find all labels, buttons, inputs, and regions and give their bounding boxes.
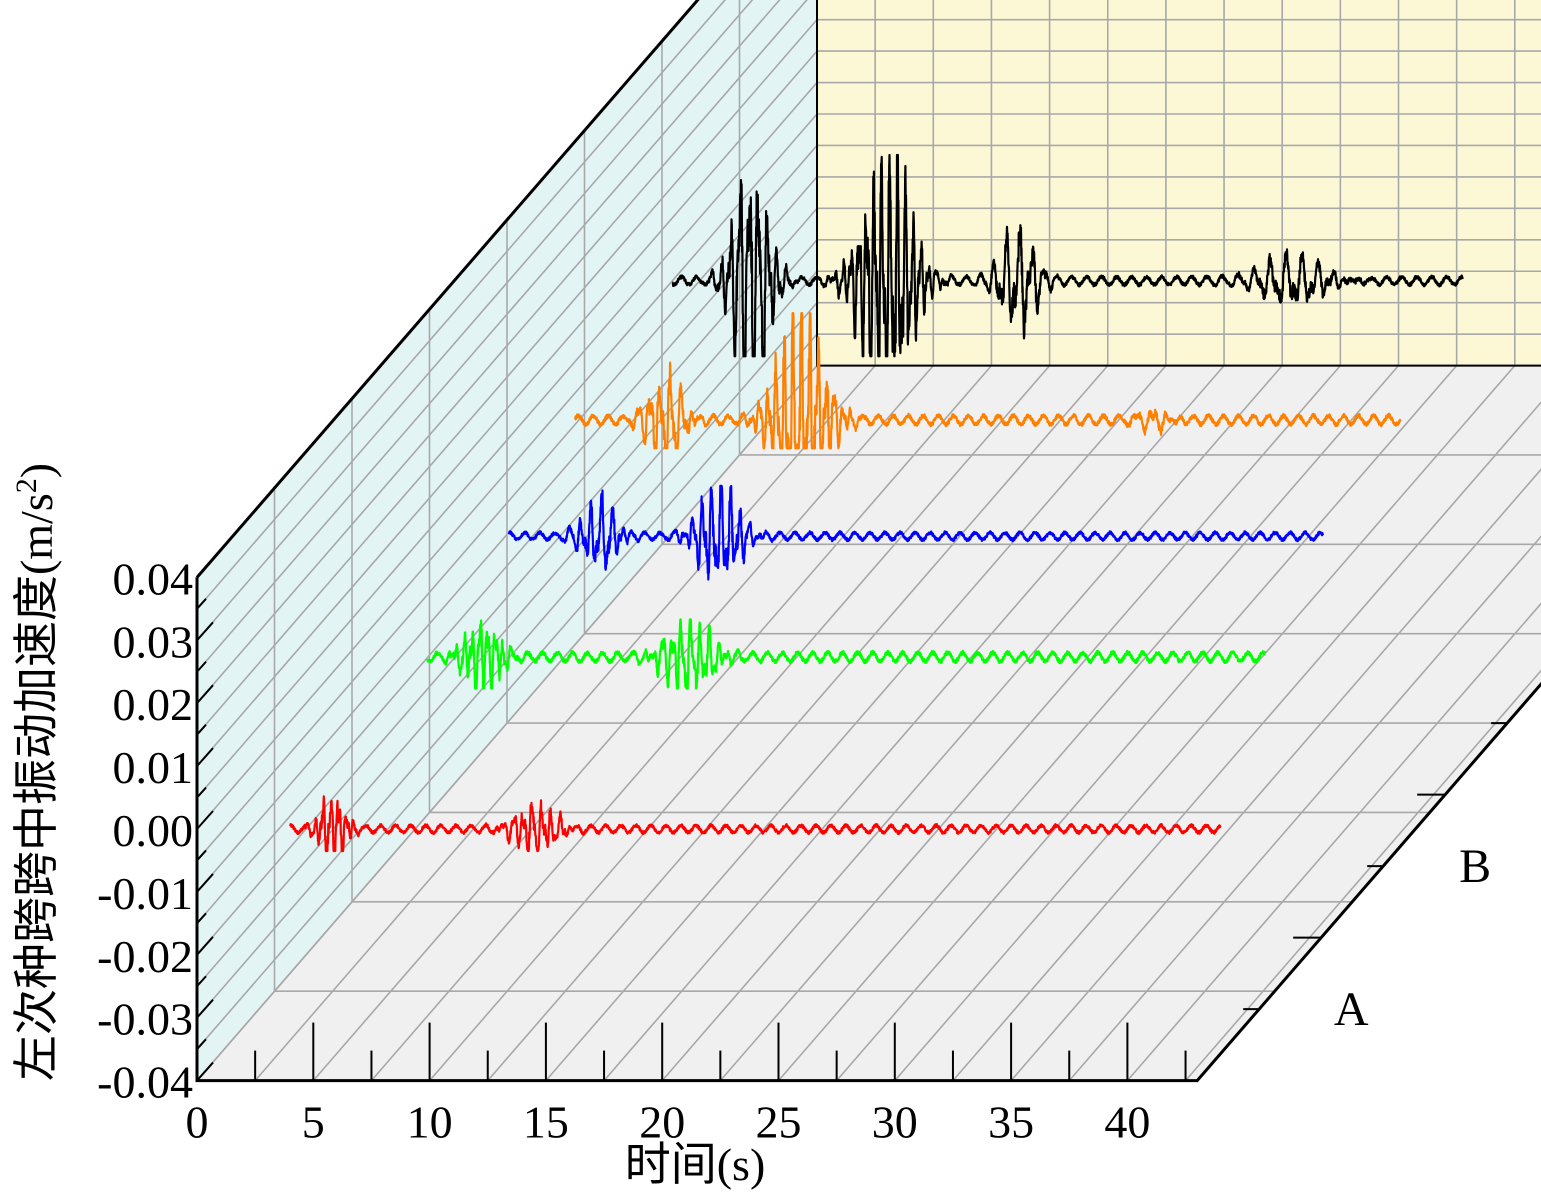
back-wall-panel: [817, 0, 1541, 366]
x-tick-label: 40: [1104, 1097, 1150, 1148]
y-tick-label: -0.01: [97, 868, 193, 919]
y-tick-label: 0.02: [113, 679, 194, 730]
y-tick-major: [196, 873, 214, 893]
y-tick-label: 0.04: [113, 553, 194, 604]
x-tick-label: 15: [523, 1097, 569, 1148]
series-line-c: [507, 484, 1325, 581]
y-tick-minor: [196, 786, 207, 799]
x-tick-label: 5: [302, 1097, 325, 1148]
chart-series: [289, 153, 1464, 853]
x-tick-label: 20: [639, 1097, 685, 1148]
y-tick-label: -0.03: [97, 994, 193, 1045]
x-axis-title: 时间(s): [625, 1139, 766, 1190]
y-tick-major: [196, 747, 214, 767]
y-tick-major: [196, 936, 214, 956]
x-tick-label: 10: [407, 1097, 453, 1148]
y-tick-major: [196, 684, 214, 704]
y-tick-minor: [196, 723, 207, 736]
y-tick-minor: [196, 598, 207, 610]
chart-ticks: [196, 558, 1508, 1082]
y-tick-minor: [196, 661, 207, 673]
x-tick-label: 0: [186, 1097, 209, 1148]
x-tick-labels: 0 5 10 15 20 25 30 35 40: [186, 1097, 1151, 1148]
y-axis-title: 左次种跨跨中振动加速度(m/s2): [10, 463, 62, 1081]
series-line-a: [289, 795, 1222, 853]
depth-label: B: [1459, 840, 1491, 893]
y-tick-label: -0.04: [97, 1057, 193, 1108]
y-tick-label: -0.02: [97, 931, 193, 982]
chart-grid: [196, 0, 1541, 1082]
y-axis-title-main: 左次种跨跨中振动加速度(m/s: [11, 493, 62, 1081]
y-tick-label: 0.03: [113, 616, 194, 667]
y-tick-minor: [196, 975, 207, 987]
series-line-e: [671, 153, 1464, 358]
y-tick-major: [196, 558, 214, 579]
series-line-b: [426, 618, 1266, 690]
y-axis-title-end: ): [11, 463, 62, 478]
y-tick-minor: [196, 1038, 207, 1050]
y-tick-minor: [196, 849, 207, 862]
y-tick-major: [196, 999, 214, 1019]
x-tick-label: 35: [988, 1097, 1034, 1148]
y-tick-major: [196, 1061, 214, 1082]
y-tick-label: 0.01: [113, 742, 194, 793]
y-tick-major: [196, 621, 214, 641]
y-tick-label: 0.00: [113, 805, 194, 856]
depth-label: A: [1334, 983, 1369, 1036]
depth-labels: ABCDE: [1334, 840, 1491, 1036]
y-tick-minor: [196, 912, 207, 925]
x-tick-label: 30: [872, 1097, 918, 1148]
y-tick-labels: 0.04 0.03 0.02 0.01 0.00 -0.01 -0.02 -0.03 -0.04: [97, 553, 193, 1107]
x-tick-label: 25: [756, 1097, 802, 1148]
y-axis-title-sup: 2: [10, 478, 43, 493]
series-line-d: [574, 312, 1402, 450]
y-tick-major: [196, 810, 214, 830]
